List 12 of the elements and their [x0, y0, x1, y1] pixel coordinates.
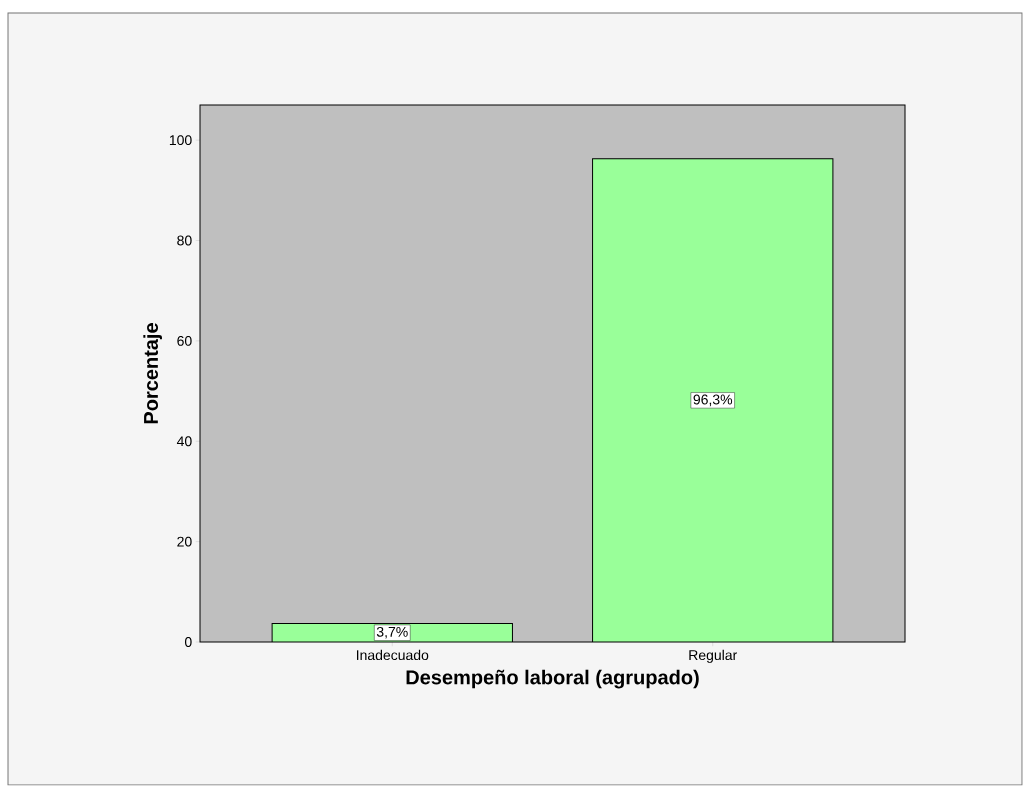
data-label: 96,3% — [693, 394, 733, 407]
y-axis-title: Porcentaje — [143, 323, 162, 424]
y-tick-label: 0 — [184, 637, 192, 648]
y-tick-label: 20 — [177, 536, 192, 547]
x-tick-label: Regular — [689, 650, 738, 664]
y-tick-label: 40 — [176, 436, 192, 447]
x-axis-title: Desempeño laboral (agrupado) — [406, 669, 699, 689]
data-label: 3,7% — [376, 627, 408, 639]
x-tick-label: Inadecuado — [356, 650, 429, 661]
y-tick-label: 60 — [177, 336, 192, 347]
y-tick-label: 80 — [177, 235, 192, 246]
y-tick-label: 100 — [169, 135, 192, 146]
